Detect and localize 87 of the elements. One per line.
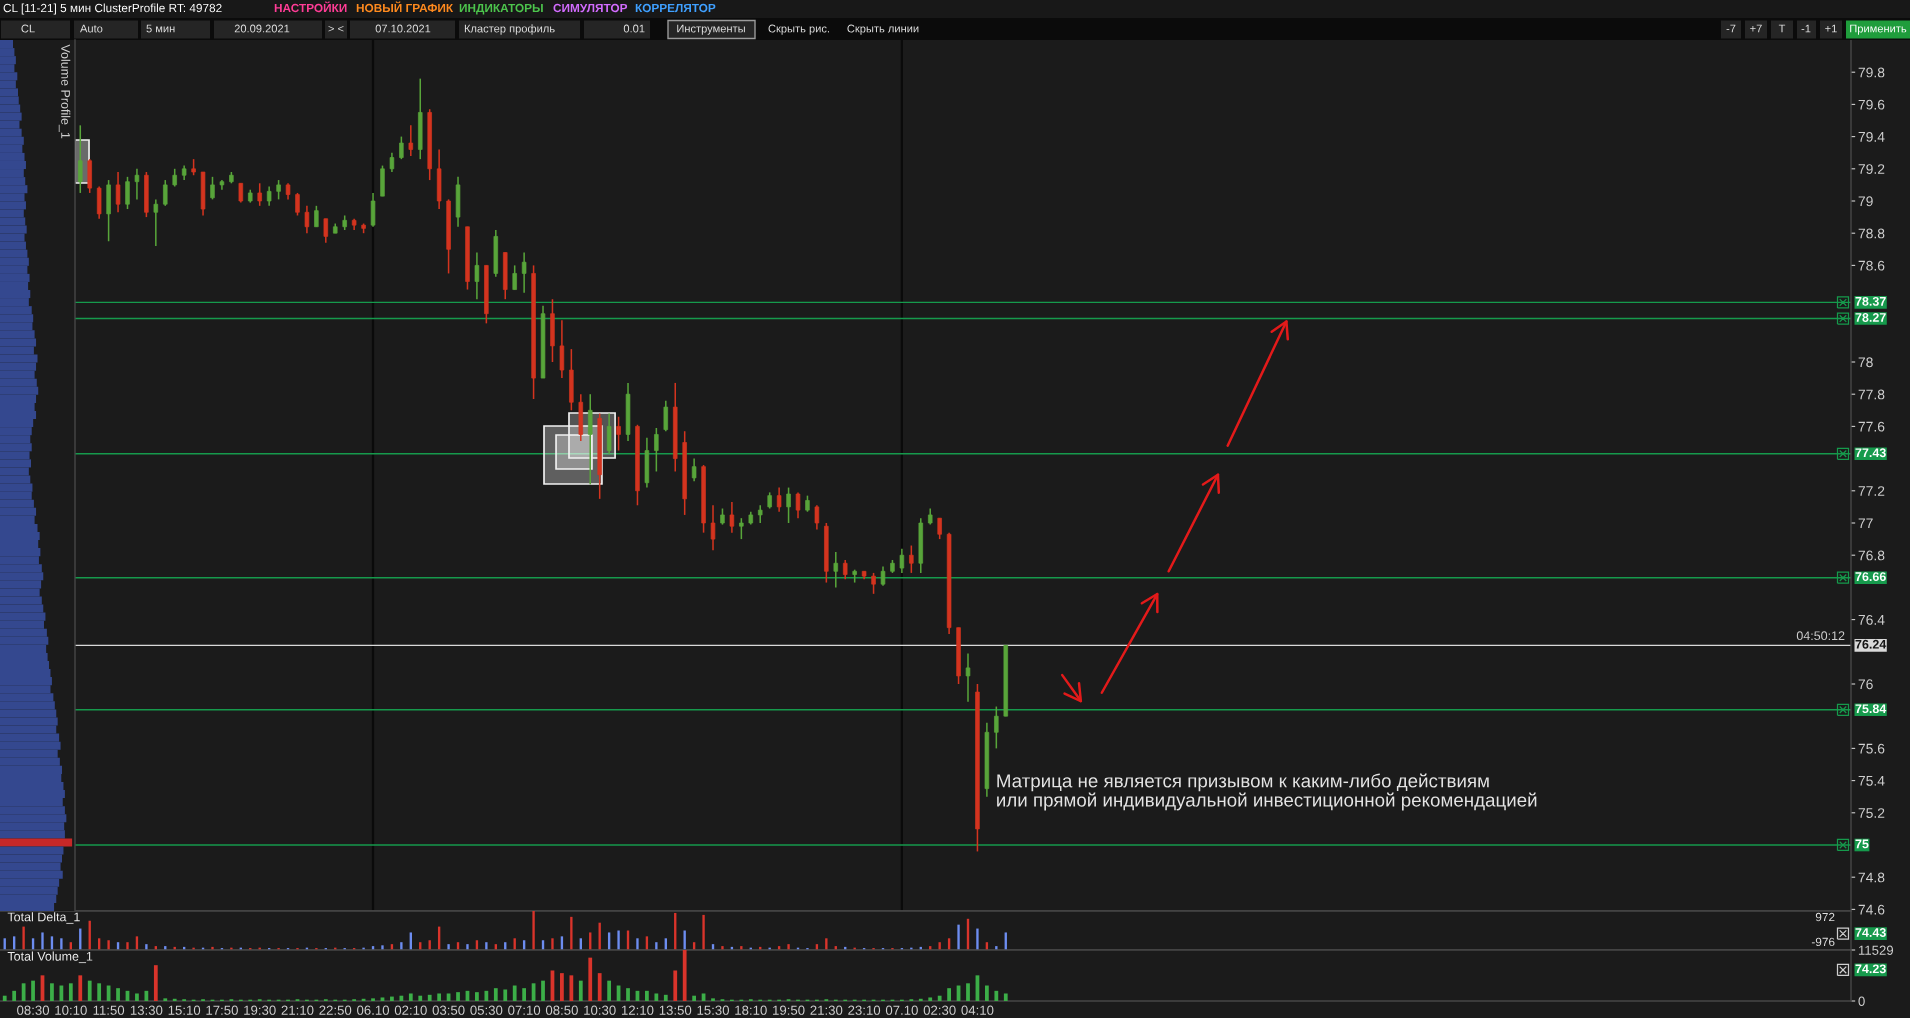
text: CL [21, 24, 35, 33]
text: T [1778, 24, 1786, 33]
x-tick-label: 07:10 [508, 1005, 541, 1015]
text: -1 [1801, 24, 1811, 33]
text: 5 мин [146, 24, 175, 33]
y-tick-label: 75.2 [1858, 808, 1885, 818]
x-tick-label: 15:10 [168, 1005, 201, 1015]
y-tick-label: 78 [1858, 357, 1873, 368]
y-tick-label: 77.8 [1858, 389, 1885, 400]
x-tick-label: 21:30 [810, 1005, 843, 1015]
x-tick-label: 13:30 [130, 1005, 163, 1015]
y-tick-label: 11529 [1858, 945, 1894, 955]
x-tick-label: 07.10 [885, 1005, 918, 1015]
y-tick-label: 74.8 [1858, 872, 1885, 883]
x-tick-label: 10:30 [584, 1005, 616, 1015]
text: -7 [1726, 24, 1736, 33]
y-tick-label: 76 [1858, 679, 1873, 690]
x-tick-label: 08:50 [545, 1005, 578, 1015]
annotation: 972 [1815, 912, 1835, 922]
x-tick-label: 03:50 [432, 1005, 465, 1015]
x-tick-label: 08:30 [17, 1005, 50, 1015]
x-tick-label: 17:50 [206, 1005, 238, 1015]
y-tick-label: 74.6 [1858, 904, 1885, 915]
annotation: Матрица не является призывом к каким-либо действиям или прямой индивидуальной инвестиционной рекомендацией [997, 773, 1537, 811]
y-tick-label: 77.6 [1858, 421, 1885, 432]
annotation: -976 [1811, 937, 1835, 947]
text: Инструменты [677, 24, 745, 35]
y-tick-label: 79.2 [1858, 164, 1885, 174]
x-tick-label: 22:50 [319, 1005, 352, 1015]
y-tick-label: 75.6 [1858, 743, 1885, 754]
text: Скрыть линии [847, 24, 919, 35]
chart-title: Total Delta_1 [7, 912, 80, 924]
text: Скрыть рис. [768, 24, 830, 35]
text: 74.43 [1855, 928, 1886, 937]
x-tick-label: 23:10 [848, 1005, 881, 1015]
text: Применить [1850, 24, 1907, 35]
text: > < [328, 25, 344, 32]
y-tick-label: 76.8 [1858, 550, 1885, 561]
ref-line-label: 76.66 [1855, 572, 1886, 582]
text: НАСТРОЙКИ [274, 1, 347, 13]
text: CL [11-21] 5 мин ClusterProfile RT: 49782 [3, 3, 222, 15]
text: НОВЫЙ ГРАФИК [356, 1, 454, 13]
text: +1 [1825, 24, 1837, 33]
x-tick-label: 05:30 [470, 1005, 503, 1015]
x-tick-label: 06.10 [357, 1005, 390, 1015]
ref-line-label: 76.24 [1855, 639, 1887, 649]
y-tick-label: 77.2 [1858, 486, 1885, 496]
y-tick-label: 0 [1858, 996, 1865, 1006]
chart-title: Total Volume_1 [7, 951, 93, 964]
text: КОРРЕЛЯТОР [635, 3, 716, 13]
ref-line-label: 75.84 [1855, 704, 1887, 714]
text: 07.10.2021 [375, 24, 431, 33]
x-tick-label: 19:50 [773, 1005, 805, 1015]
y-tick-label: 78.6 [1858, 260, 1885, 271]
ref-line-label: 75 [1855, 839, 1869, 849]
ref-line-label: 78.37 [1855, 296, 1886, 306]
y-tick-label: 78.8 [1858, 228, 1885, 239]
y-tick-label: 79.6 [1858, 99, 1885, 110]
x-tick-label: 18:10 [735, 1005, 767, 1015]
x-tick-label: 15:30 [697, 1005, 730, 1015]
x-tick-label: 13:50 [659, 1005, 692, 1015]
y-tick-label: 79.4 [1858, 131, 1885, 142]
x-tick-label: 21:10 [281, 1005, 314, 1015]
text: СИМУЛЯТОР [553, 3, 628, 13]
x-tick-label: 12:10 [621, 1005, 654, 1015]
text: Auto [80, 24, 103, 33]
y-tick-label: 75.4 [1858, 776, 1885, 786]
text: ИНДИКАТОРЫ [459, 3, 543, 15]
x-tick-label: 04:10 [961, 1005, 994, 1015]
y-tick-label: 77 [1858, 518, 1873, 529]
text: Volume Profile_1 [58, 44, 71, 139]
text: Кластер профиль [464, 24, 555, 35]
text: 0.01 [623, 24, 645, 33]
ref-line-label: 78.27 [1855, 313, 1886, 322]
text: 20.09.2021 [234, 24, 290, 33]
x-tick-label: 02:10 [394, 1005, 427, 1015]
x-tick-label: 11:50 [93, 1005, 125, 1015]
x-tick-label: 19:30 [244, 1005, 276, 1015]
y-tick-label: 76.4 [1858, 614, 1885, 625]
y-tick-label: 79.8 [1858, 67, 1885, 78]
x-tick-label: 10:10 [55, 1005, 87, 1015]
x-tick-label: 02:30 [923, 1005, 956, 1015]
annotation: 04:50:12 [1796, 631, 1845, 641]
text: 74.23 [1855, 964, 1886, 974]
text: +7 [1750, 24, 1762, 33]
ref-line-label: 77.43 [1855, 448, 1886, 458]
y-tick-label: 79 [1858, 196, 1873, 207]
